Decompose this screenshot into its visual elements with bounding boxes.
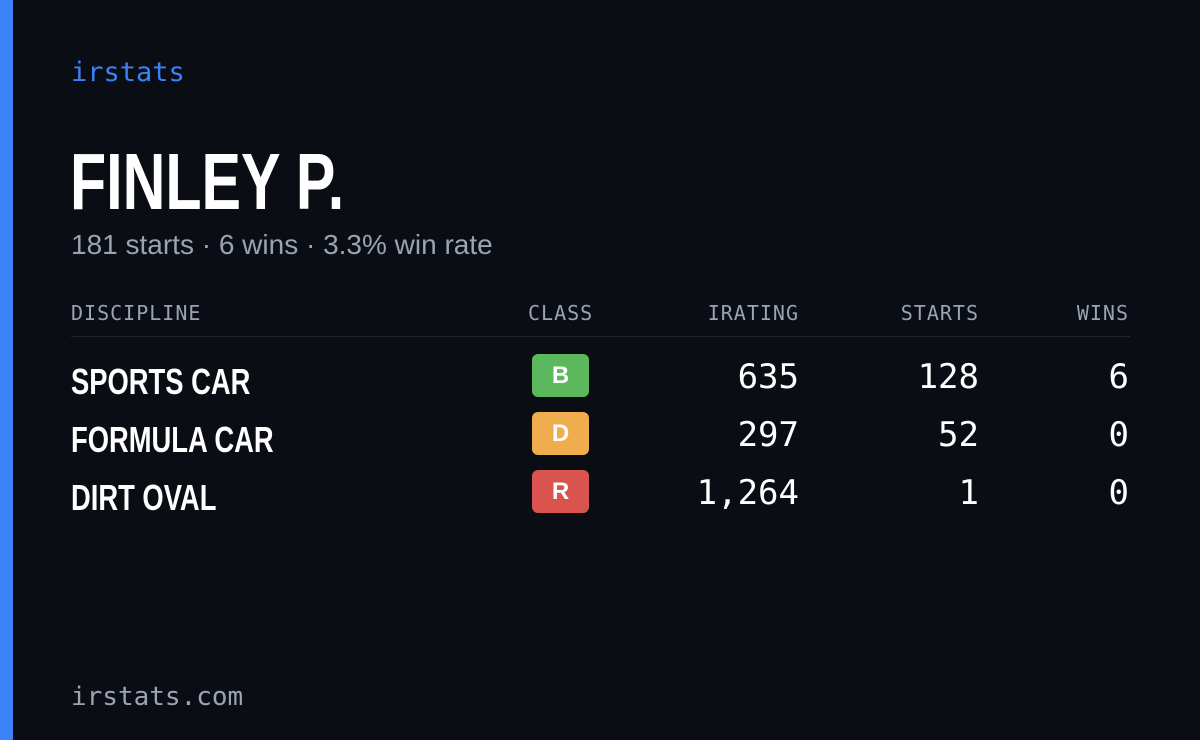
table-row: DIRT OVAL R 1,264 1 0 <box>0 470 1200 528</box>
table-row: FORMULA CAR D 297 52 0 <box>0 412 1200 470</box>
table-row: SPORTS CAR B 635 128 6 <box>0 354 1200 412</box>
header-starts: STARTS <box>900 301 979 325</box>
wins-value: 0 <box>1108 415 1129 455</box>
footer-url: irstats.com <box>71 682 244 712</box>
driver-summary: 181 starts · 6 wins · 3.3% win rate <box>71 229 493 260</box>
class-badge: R <box>532 470 589 513</box>
wins-value: 6 <box>1108 357 1129 397</box>
brand-logo: irstats <box>71 57 185 88</box>
wins-value: 0 <box>1108 473 1129 513</box>
class-badge: B <box>532 354 589 397</box>
irating-value: 635 <box>737 357 799 397</box>
accent-bar <box>0 0 13 740</box>
header-class: CLASS <box>528 301 594 325</box>
discipline-label: SPORTS CAR <box>71 361 251 402</box>
starts-value: 1 <box>958 473 979 513</box>
irating-value: 297 <box>737 415 799 455</box>
driver-name: FINLEY P. <box>70 137 345 226</box>
class-badge: D <box>532 412 589 455</box>
discipline-label: FORMULA CAR <box>71 419 274 460</box>
starts-value: 128 <box>917 357 979 397</box>
header-wins: WINS <box>1076 301 1129 325</box>
header-irating: IRATING <box>707 301 799 325</box>
irating-value: 1,264 <box>696 473 799 513</box>
discipline-label: DIRT OVAL <box>71 477 217 518</box>
header-discipline: DISCIPLINE <box>71 301 202 325</box>
header-divider <box>71 336 1130 337</box>
starts-value: 52 <box>938 415 979 455</box>
